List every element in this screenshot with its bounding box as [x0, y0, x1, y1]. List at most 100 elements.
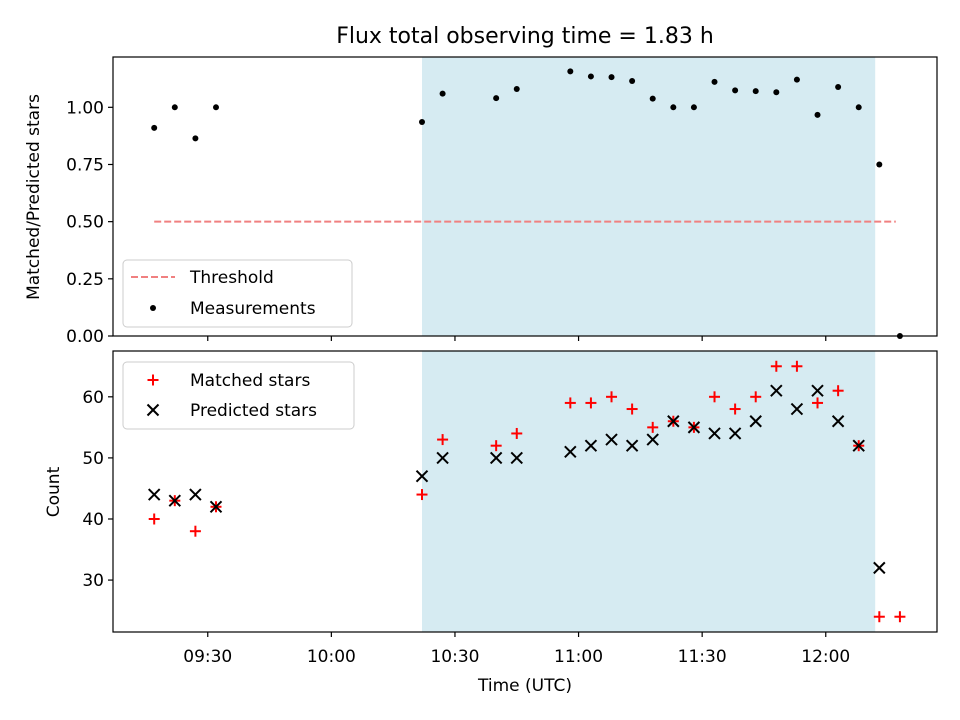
predicted-point-19 [790, 402, 804, 416]
predicted-point-9 [584, 439, 598, 452]
predicted-point-5-b [436, 451, 449, 465]
measurement-point-1 [171, 104, 178, 111]
matched-point-9 [585, 397, 597, 409]
legend-threshold-label: Threshold [189, 268, 274, 288]
measurement-point-10 [608, 74, 615, 81]
predicted-point-10-b [605, 433, 618, 446]
predicted-point-13 [667, 415, 680, 428]
predicted-point-20 [811, 384, 824, 397]
top-ytick-label: 1.00 [66, 98, 104, 118]
xtick-label: 09:30 [183, 647, 232, 667]
predicted-point-12 [646, 433, 659, 446]
chart-title: Flux total observing time = 1.83 h [336, 24, 714, 49]
predicted-point-3-b [209, 500, 223, 513]
measurement-point-12 [649, 95, 656, 102]
bottom-ytick-label: 40 [82, 510, 104, 530]
matched-point-24 [894, 611, 906, 623]
matched-point-4 [416, 489, 428, 501]
predicted-point-21-b [831, 415, 845, 428]
predicted-point-9-b [584, 439, 598, 452]
matched-point-5 [437, 434, 449, 446]
legend-predicted-label: Predicted stars [190, 401, 317, 421]
predicted-point-4-b [415, 470, 429, 483]
matched-point-7 [511, 427, 523, 439]
measurement-point-2 [192, 135, 199, 142]
bottom-axes-frame [112, 350, 938, 633]
predicted-point-22-b [852, 439, 865, 452]
top-y-axis-label: Matched/Predicted stars [24, 94, 44, 300]
matched-point-2 [189, 525, 201, 537]
predicted-point-3 [209, 500, 223, 513]
predicted-point-2 [189, 488, 202, 501]
measurement-point-17 [752, 88, 759, 95]
predicted-point-14 [687, 421, 701, 434]
measurement-point-8 [567, 68, 574, 75]
predicted-point-23 [873, 561, 886, 575]
predicted-point-23-b [873, 561, 886, 575]
matched-point-12 [647, 421, 659, 433]
measurement-point-13 [670, 104, 677, 111]
matched-point-23 [873, 611, 885, 623]
matched-point-16 [729, 403, 741, 415]
predicted-point-0 [147, 488, 161, 501]
predicted-point-8-b [564, 445, 577, 459]
measurement-point-22 [855, 104, 862, 111]
legend-measurement-swatch [150, 305, 156, 311]
predicted-point-1 [168, 494, 182, 507]
measurement-point-9 [587, 73, 594, 80]
matched-point-21 [832, 385, 844, 397]
predicted-point-18 [770, 384, 783, 397]
matched-point-8 [564, 397, 576, 409]
bottom-ytick-label: 60 [82, 388, 104, 408]
predicted-point-22 [852, 439, 865, 452]
predicted-point-20-b [811, 384, 824, 397]
predicted-point-4 [415, 470, 429, 483]
predicted-point-0-b [147, 488, 161, 501]
top-ytick-label: 0.00 [66, 327, 104, 347]
top-ytick-label: 0.25 [66, 270, 104, 290]
measurement-point-11 [629, 78, 636, 85]
predicted-point-14-b [687, 421, 701, 434]
predicted-point-11 [625, 439, 639, 452]
x-axis-label: Time (UTC) [477, 676, 572, 696]
xtick-label: 12:00 [801, 647, 850, 667]
legend-matched-swatch [147, 374, 159, 386]
legend-predicted-swatch-b [146, 403, 160, 417]
matched-point-15 [709, 391, 721, 403]
predicted-point-17 [749, 415, 762, 428]
bottom-legend-box [122, 361, 355, 430]
predicted-point-7-b [510, 451, 523, 465]
matched-point-0 [148, 513, 160, 525]
predicted-point-10 [605, 433, 618, 446]
bottom-ytick-label: 30 [82, 571, 104, 591]
top-axes-frame [112, 56, 938, 337]
top-ytick-label: 0.75 [66, 155, 104, 175]
matched-point-10 [606, 391, 618, 403]
predicted-point-12-b [646, 433, 659, 446]
top-ytick-label: 0.50 [66, 213, 104, 233]
matched-point-20 [812, 397, 824, 409]
matched-point-17 [750, 391, 762, 403]
measurement-point-19 [793, 76, 800, 83]
measurement-point-20 [814, 111, 821, 118]
xtick-label: 10:30 [430, 647, 479, 667]
predicted-point-18-b [770, 384, 783, 397]
measurement-point-3 [213, 104, 219, 111]
predicted-point-1-b [168, 494, 182, 507]
predicted-point-6 [489, 451, 503, 465]
predicted-point-8 [564, 445, 577, 459]
matched-point-11 [626, 403, 638, 415]
predicted-point-16 [728, 427, 742, 440]
predicted-point-5 [436, 451, 449, 465]
measurement-point-21 [835, 83, 842, 90]
bottom-ytick-label: 50 [82, 449, 104, 469]
predicted-point-19-b [790, 402, 804, 416]
predicted-point-7 [510, 451, 523, 465]
predicted-point-11-b [625, 439, 639, 452]
predicted-point-16-b [728, 427, 742, 440]
measurement-point-4 [419, 118, 425, 125]
bottom-highlight-span [422, 351, 876, 632]
measurement-point-15 [711, 78, 718, 85]
xtick-label: 11:00 [554, 647, 603, 667]
